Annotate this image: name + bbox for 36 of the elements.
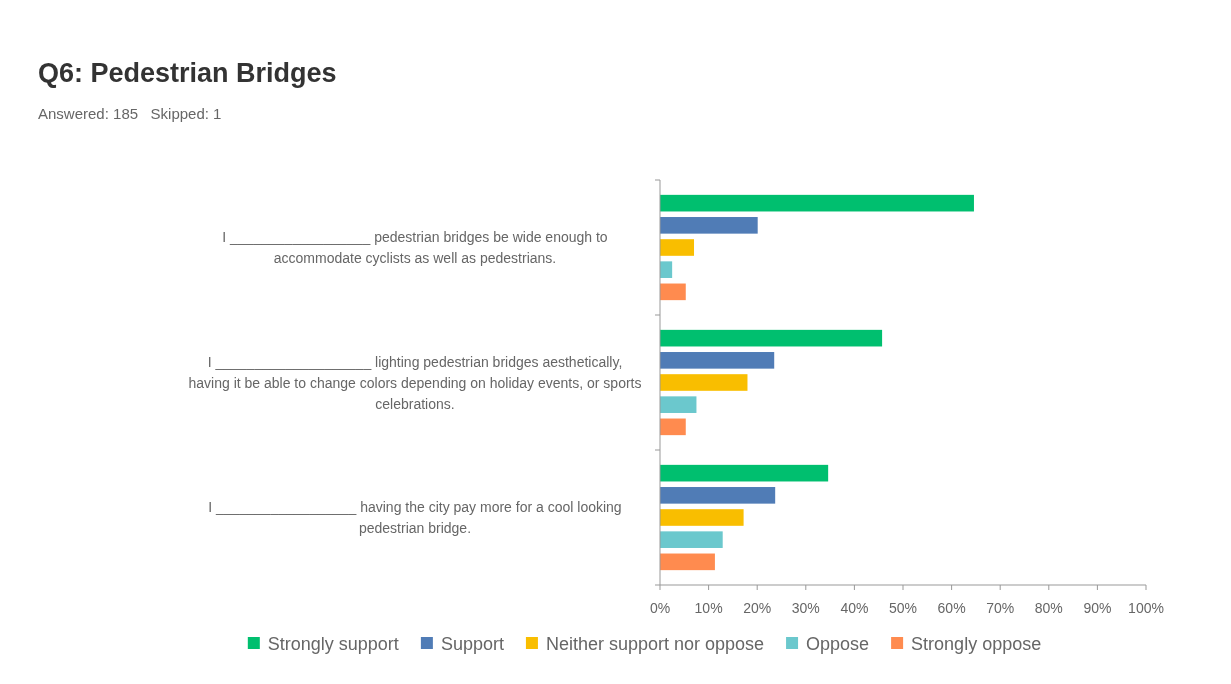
bar [660, 352, 775, 369]
bar [660, 283, 686, 301]
x-tick-label: 10% [694, 600, 723, 616]
text: Q6: Pedestrian Bridges [38, 58, 337, 88]
x-tick-label: 50% [888, 600, 918, 616]
y-tick-label: I __________________ pedestrian bridges be wide enough to accommodate cyclists as well as pedestrians. [222, 229, 608, 266]
legend-label: Support [440, 634, 504, 654]
x-tick-label: 100% [1128, 600, 1164, 616]
bar [660, 396, 697, 413]
bar [660, 239, 695, 256]
bar [660, 509, 744, 526]
bar [660, 553, 715, 571]
legend-label: Neither support nor oppose [545, 634, 765, 654]
legend-label: Strongly oppose [911, 634, 1042, 654]
x-tick-label: 80% [1034, 600, 1063, 616]
x-tick-label: 20% [743, 600, 772, 616]
x-tick-label: 90% [1083, 600, 1112, 616]
bar [660, 261, 673, 278]
legend-label: Strongly support [267, 634, 399, 654]
bar [660, 329, 883, 347]
x-tick-label: 70% [986, 600, 1015, 616]
x-tick-label: 60% [937, 600, 966, 616]
bar [660, 194, 974, 212]
y-tick-label: I ____________________ lighting pedestrian bridges aesthetically, having it be able to change colors depending on holiday events, or sports celebrations. [188, 353, 642, 412]
x-tick-label: 40% [840, 600, 869, 616]
text: Answered: 185 Skipped: 1 [38, 105, 222, 122]
bar [660, 487, 776, 504]
bar [660, 531, 723, 548]
bar [660, 464, 829, 482]
bar [660, 374, 748, 391]
bar [660, 418, 686, 436]
x-tick-label: 30% [791, 600, 820, 616]
y-tick-label: I __________________ having the city pay more for a cool looking pedestrian bridge. [208, 499, 622, 536]
bar [660, 217, 758, 234]
x-tick-label: 0% [649, 600, 671, 616]
legend-label: Oppose [806, 634, 870, 654]
